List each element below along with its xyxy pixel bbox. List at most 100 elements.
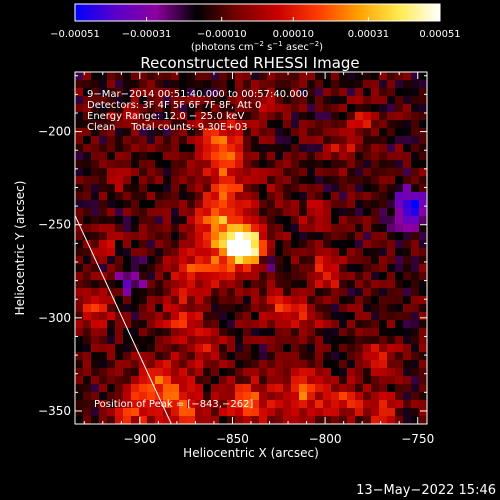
heatmap-pixel xyxy=(235,216,244,225)
heatmap-pixel xyxy=(291,72,300,81)
heatmap-pixel xyxy=(227,296,236,305)
heatmap-pixel xyxy=(99,256,108,265)
heatmap-pixel xyxy=(195,408,204,417)
heatmap-pixel xyxy=(123,240,132,249)
heatmap-pixel xyxy=(243,104,252,113)
heatmap-pixel xyxy=(195,304,204,313)
heatmap-pixel xyxy=(339,360,348,369)
heatmap-pixel xyxy=(387,408,396,417)
heatmap-pixel xyxy=(307,304,316,313)
heatmap-pixel xyxy=(259,280,268,289)
heatmap-pixel xyxy=(227,192,236,201)
heatmap-pixel xyxy=(211,208,220,217)
heatmap-pixel xyxy=(187,216,196,225)
heatmap-pixel xyxy=(91,344,100,353)
heatmap-pixel xyxy=(259,312,268,321)
heatmap-pixel xyxy=(171,120,180,129)
heatmap-pixel xyxy=(75,184,84,193)
heatmap-pixel xyxy=(227,360,236,369)
heatmap-pixel xyxy=(219,416,228,424)
heatmap-pixel xyxy=(107,392,116,401)
heatmap-pixel xyxy=(419,80,427,89)
heatmap-pixel xyxy=(291,168,300,177)
heatmap-pixel xyxy=(379,320,388,329)
heatmap-pixel xyxy=(187,280,196,289)
heatmap-pixel xyxy=(147,168,156,177)
heatmap-pixel xyxy=(347,160,356,169)
heatmap-pixel xyxy=(155,408,164,417)
heatmap-pixel xyxy=(395,184,404,193)
heatmap-pixel xyxy=(331,400,340,409)
y-axis-ticks: −350−300−250−200 xyxy=(38,75,427,418)
heatmap-pixel xyxy=(187,352,196,361)
heatmap-pixel xyxy=(387,256,396,265)
heatmap-pixel xyxy=(179,80,188,89)
heatmap-pixel xyxy=(83,184,92,193)
heatmap-pixel xyxy=(331,416,340,424)
heatmap-pixel xyxy=(283,256,292,265)
heatmap-pixel xyxy=(251,104,260,113)
heatmap-pixel xyxy=(115,400,124,409)
heatmap-pixel xyxy=(171,168,180,177)
heatmap-pixel xyxy=(275,152,284,161)
heatmap-pixel xyxy=(275,360,284,369)
heatmap-pixel xyxy=(419,248,427,257)
heatmap-pixel xyxy=(123,160,132,169)
heatmap-pixel xyxy=(315,176,324,185)
heatmap-pixel xyxy=(91,128,100,137)
heatmap-pixel xyxy=(291,376,300,385)
heatmap-pixel xyxy=(275,408,284,417)
heatmap-pixel xyxy=(243,280,252,289)
heatmap-pixel xyxy=(403,408,412,417)
heatmap-pixel xyxy=(387,144,396,153)
heatmap-pixel xyxy=(75,400,84,409)
heatmap-pixel xyxy=(347,240,356,249)
heatmap-pixel xyxy=(171,376,180,385)
heatmap-pixel xyxy=(227,272,236,281)
heatmap-pixel xyxy=(323,224,332,233)
heatmap-pixel xyxy=(283,352,292,361)
heatmap-pixel xyxy=(195,176,204,185)
heatmap-pixel xyxy=(419,256,427,265)
heatmap-pixel xyxy=(259,152,268,161)
heatmap-pixel xyxy=(259,416,268,424)
heatmap-pixel xyxy=(171,160,180,169)
x-axis-ticks: −900 −850 −800 −750 xyxy=(83,72,434,446)
heatmap-pixel xyxy=(355,368,364,377)
heatmap-pixel xyxy=(131,120,140,129)
heatmap-pixel xyxy=(275,256,284,265)
heatmap-pixel xyxy=(339,96,348,105)
heatmap-pixel xyxy=(323,80,332,89)
heatmap-pixel xyxy=(227,240,236,249)
heatmap-pixel xyxy=(75,224,84,233)
heatmap-pixel xyxy=(347,216,356,225)
heatmap-pixel xyxy=(331,408,340,417)
heatmap-pixel xyxy=(323,200,332,209)
heatmap-pixel xyxy=(211,72,220,81)
heatmap-pixel xyxy=(163,256,172,265)
heatmap-pixel xyxy=(203,184,212,193)
heatmap-pixel xyxy=(259,368,268,377)
heatmap-pixel xyxy=(283,320,292,329)
heatmap-pixel xyxy=(203,112,212,121)
heatmap-pixel xyxy=(251,160,260,169)
heatmap-pixel xyxy=(419,240,427,249)
heatmap-pixel xyxy=(123,104,132,113)
heatmap-pixel xyxy=(355,304,364,313)
heatmap-pixel xyxy=(107,408,116,417)
heatmap-pixel xyxy=(219,136,228,145)
heatmap-pixel xyxy=(227,216,236,225)
heatmap-pixel xyxy=(419,344,427,353)
heatmap-pixel xyxy=(259,208,268,217)
heatmap-pixel xyxy=(347,328,356,337)
heatmap-pixel xyxy=(179,184,188,193)
heatmap-pixel xyxy=(331,72,340,81)
heatmap-pixel xyxy=(171,96,180,105)
heatmap-pixel xyxy=(179,312,188,321)
heatmap-pixel xyxy=(115,208,124,217)
heatmap-pixel xyxy=(179,264,188,273)
heatmap-pixel xyxy=(171,72,180,81)
heatmap-pixel xyxy=(291,336,300,345)
heatmap-pixel xyxy=(243,296,252,305)
heatmap-pixel xyxy=(395,264,404,273)
